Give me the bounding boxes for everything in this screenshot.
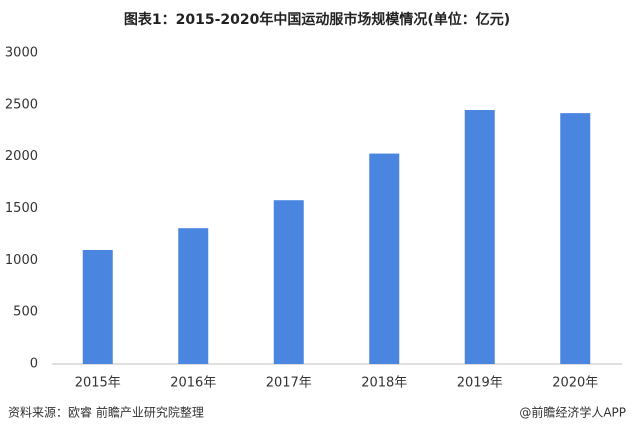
credit: @前瞻经济学人APP bbox=[519, 405, 626, 420]
bar bbox=[273, 200, 304, 364]
bar bbox=[464, 110, 495, 365]
y-tick-label: 2000 bbox=[5, 149, 38, 164]
y-tick-label: 1500 bbox=[5, 201, 38, 216]
source: 资料来源：欧睿 前瞻产业研究院整理 bbox=[8, 405, 204, 420]
bar bbox=[560, 113, 591, 364]
y-tick-label: 1000 bbox=[5, 253, 38, 268]
y-tick-label: 0 bbox=[30, 357, 38, 372]
x-tick-label: 2016年 bbox=[170, 376, 216, 391]
x-tick-label: 2015年 bbox=[75, 376, 121, 391]
y-tick-label: 3000 bbox=[5, 46, 38, 61]
x-tick-label: 2019年 bbox=[457, 376, 503, 391]
chart-title: 图表1：2015-2020年中国运动服市场规模情况(单位：亿元) bbox=[124, 11, 510, 28]
bar bbox=[178, 228, 209, 364]
y-tick-label: 2500 bbox=[5, 97, 38, 112]
bar bbox=[369, 153, 400, 364]
x-tick-label: 2020年 bbox=[552, 376, 598, 391]
x-tick-label: 2018年 bbox=[361, 376, 407, 391]
bar bbox=[82, 249, 113, 364]
y-tick-label: 500 bbox=[13, 305, 38, 320]
x-tick-label: 2017年 bbox=[266, 376, 312, 391]
